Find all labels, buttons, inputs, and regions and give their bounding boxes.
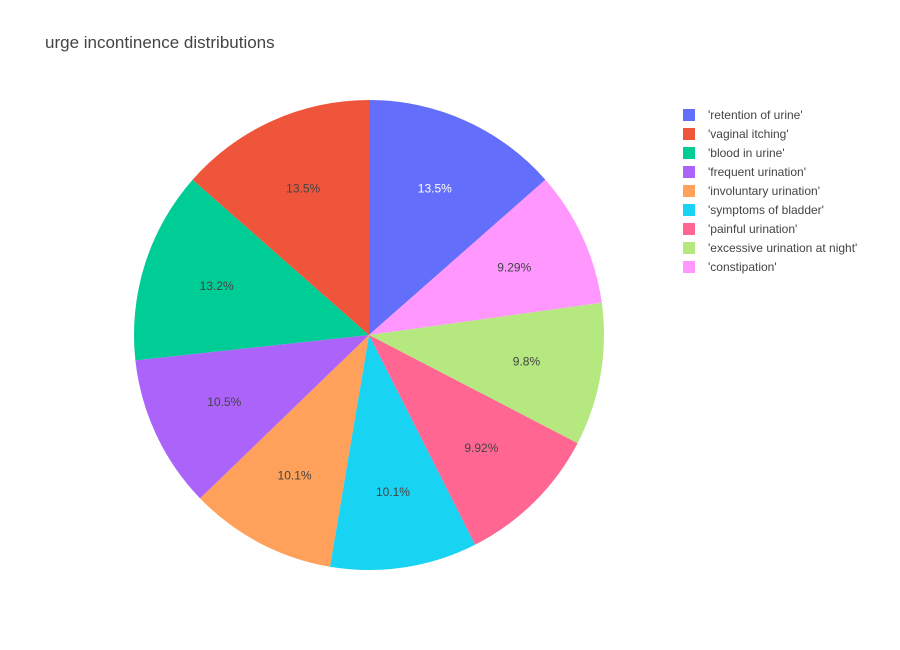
legend-swatch	[683, 203, 695, 216]
legend-label: 'involuntary urination'	[708, 183, 820, 198]
legend-item[interactable]: 'constipation'	[683, 257, 857, 276]
legend-swatch	[683, 127, 695, 140]
slice-percent-label: 10.5%	[207, 395, 241, 409]
slice-percent-label: 13.5%	[418, 182, 452, 196]
legend-swatch	[683, 260, 695, 273]
legend-label: 'retention of urine'	[708, 107, 803, 122]
legend: 'retention of urine' 'vaginal itching' 'bl…	[683, 105, 857, 276]
legend-item[interactable]: 'vaginal itching'	[683, 124, 857, 143]
pie-slice[interactable]	[369, 302, 605, 444]
pie-slices	[134, 100, 605, 570]
pie-slice[interactable]	[329, 335, 476, 570]
slice-percent-label: 9.8%	[513, 354, 541, 368]
slice-percent-label: 13.5%	[286, 182, 320, 196]
legend-label: 'painful urination'	[708, 221, 798, 236]
legend-label: 'constipation'	[708, 259, 777, 274]
legend-item[interactable]: 'frequent urination'	[683, 162, 857, 181]
legend-label: 'symptoms of bladder'	[708, 202, 824, 217]
legend-label: 'blood in urine'	[708, 145, 785, 160]
slice-percent-label: 9.29%	[497, 261, 531, 275]
pie-slice[interactable]	[369, 335, 578, 545]
legend-swatch	[683, 184, 695, 197]
slice-percent-label: 13.2%	[200, 279, 234, 293]
legend-item[interactable]: 'symptoms of bladder'	[683, 200, 857, 219]
legend-swatch	[683, 222, 695, 235]
pie-slice[interactable]	[200, 335, 369, 567]
pie-slice[interactable]	[369, 100, 546, 335]
slice-percent-label: 10.1%	[376, 485, 410, 499]
pie-slice[interactable]	[369, 179, 602, 335]
legend-swatch	[683, 108, 695, 121]
slice-percent-label: 9.92%	[464, 441, 498, 455]
chart-title: urge incontinence distributions	[45, 33, 275, 52]
legend-item[interactable]: 'involuntary urination'	[683, 181, 857, 200]
pie-slice[interactable]	[134, 179, 369, 361]
slice-percent-label: 10.1%	[278, 469, 312, 483]
legend-swatch	[683, 241, 695, 254]
pie-slice[interactable]	[135, 335, 369, 499]
legend-swatch	[683, 165, 695, 178]
legend-label: 'frequent urination'	[708, 164, 806, 179]
legend-swatch	[683, 146, 695, 159]
legend-item[interactable]: 'blood in urine'	[683, 143, 857, 162]
pie-slice[interactable]	[192, 100, 369, 335]
legend-label: 'excessive urination at night'	[708, 240, 858, 255]
pie-labels: 13.5% 9.29% 9.8% 9.92% 10.1% 10.1% 10.5% 13.2% 1…	[200, 182, 541, 500]
legend-item[interactable]: 'retention of urine'	[683, 105, 857, 124]
legend-item[interactable]: 'painful urination'	[683, 219, 857, 238]
legend-label: 'vaginal itching'	[708, 126, 789, 141]
legend-item[interactable]: 'excessive urination at night'	[683, 238, 857, 257]
